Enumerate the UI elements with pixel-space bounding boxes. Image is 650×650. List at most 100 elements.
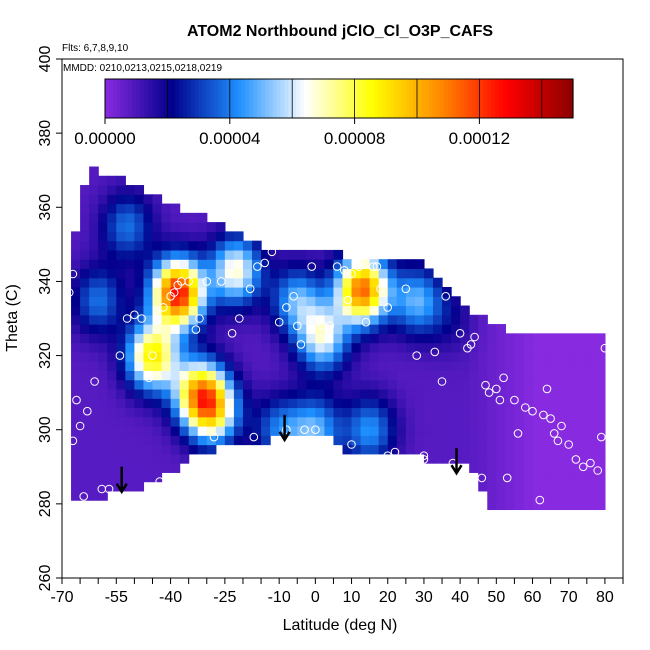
heatmap-cell [487, 435, 497, 446]
heatmap-cell [423, 305, 434, 316]
colorbar-segment [183, 79, 188, 118]
heatmap-cell [143, 351, 154, 362]
heatmap-cell [532, 426, 543, 436]
heatmap-cell [460, 453, 470, 464]
heatmap-cell [161, 222, 172, 232]
heatmap-cell [279, 361, 289, 371]
heatmap-cell [197, 407, 208, 418]
heatmap-cell [423, 296, 434, 307]
heatmap-cell [550, 407, 561, 418]
heatmap-cell [333, 426, 344, 436]
heatmap-cell [595, 490, 606, 501]
colorbar-segment [346, 79, 352, 118]
heatmap-cell [270, 324, 280, 334]
colorbar-segment [268, 79, 274, 118]
heatmap-cell [586, 481, 597, 492]
heatmap-cell [396, 379, 407, 390]
colorbar-segment [506, 79, 512, 118]
heatmap-cell [98, 453, 108, 464]
heatmap-cell [442, 407, 452, 418]
heatmap-cell [523, 435, 534, 446]
heatmap-cell [125, 249, 135, 260]
heatmap-cell [279, 388, 289, 399]
heatmap-cell [333, 435, 344, 446]
heatmap-cell [224, 379, 235, 390]
heatmap-cell [351, 259, 362, 270]
heatmap-cell [423, 268, 434, 279]
heatmap-cell [577, 472, 588, 483]
colorbar-segment [339, 79, 344, 118]
heatmap-cell [496, 472, 506, 483]
colorbar-segment [241, 79, 246, 118]
heatmap-cell [396, 426, 407, 436]
heatmap-cell [514, 463, 525, 473]
heatmap-cell [460, 426, 470, 436]
heatmap-cell [423, 370, 434, 381]
heatmap-cell [414, 379, 425, 390]
heatmap-cell [134, 185, 145, 195]
heatmap-cell [215, 277, 226, 288]
heatmap-cell [152, 444, 163, 455]
heatmap-cell [224, 351, 235, 362]
heatmap-cell [378, 333, 389, 344]
heatmap-cell [378, 314, 389, 325]
heatmap-cell [116, 324, 126, 334]
heatmap-cell [80, 388, 90, 399]
heatmap-cell [80, 222, 90, 232]
heatmap-cell [505, 500, 516, 511]
heatmap-cell [116, 240, 126, 251]
colorbar-segment [483, 79, 488, 118]
heatmap-cell [442, 379, 452, 390]
heatmap-cell [152, 324, 163, 334]
observation-point [539, 410, 548, 420]
heatmap-cell [478, 379, 488, 390]
colorbar-segment [526, 79, 531, 118]
heatmap-cell [134, 388, 145, 399]
observation-point [325, 321, 335, 331]
heatmap-cell [369, 398, 380, 409]
x-tick-label: 10 [343, 589, 361, 606]
heatmap-cell [170, 305, 181, 316]
heatmap-cell [505, 370, 516, 381]
heatmap-cell [233, 240, 244, 251]
heatmap-cell [98, 175, 108, 186]
heatmap-cell [188, 388, 199, 399]
heatmap-cell [143, 222, 154, 232]
heatmap-cell [197, 212, 208, 223]
heatmap-cell [460, 435, 470, 446]
heatmap-cell [261, 370, 271, 381]
heatmap-cell [188, 407, 199, 418]
heatmap-cell [89, 351, 99, 362]
heatmap-cell [80, 185, 90, 195]
heatmap-cell [89, 194, 99, 205]
heatmap-cell [487, 444, 497, 455]
observation-point [513, 429, 523, 438]
heatmap-cell [288, 333, 298, 344]
heatmap-cell [351, 324, 362, 334]
heatmap-cell [595, 388, 606, 399]
observation-point [307, 262, 317, 271]
heatmap-cell [242, 435, 253, 446]
heatmap-cell [559, 379, 570, 390]
heatmap-cell [559, 333, 570, 344]
heatmap-cell [242, 259, 253, 270]
heatmap-cell [460, 333, 470, 344]
heatmap-cell [469, 351, 479, 362]
heatmap-cell [577, 398, 588, 409]
heatmap-cell [134, 481, 145, 492]
heatmap-cell [396, 305, 407, 316]
heatmap-cell [423, 342, 434, 353]
heatmap-cell [107, 426, 117, 436]
heatmap-cell [170, 296, 181, 307]
colorbar-segment [303, 79, 309, 118]
heatmap-cell [523, 388, 534, 399]
colorbar-segment [565, 79, 570, 118]
observation-point [484, 388, 494, 397]
heatmap-cell [179, 453, 190, 464]
heatmap-cell [89, 453, 99, 464]
heatmap-cell [98, 333, 108, 344]
heatmap-cell [541, 351, 552, 362]
heatmap-cell [315, 416, 325, 427]
heatmap-cell [541, 490, 552, 501]
heatmap-cell [324, 342, 335, 353]
